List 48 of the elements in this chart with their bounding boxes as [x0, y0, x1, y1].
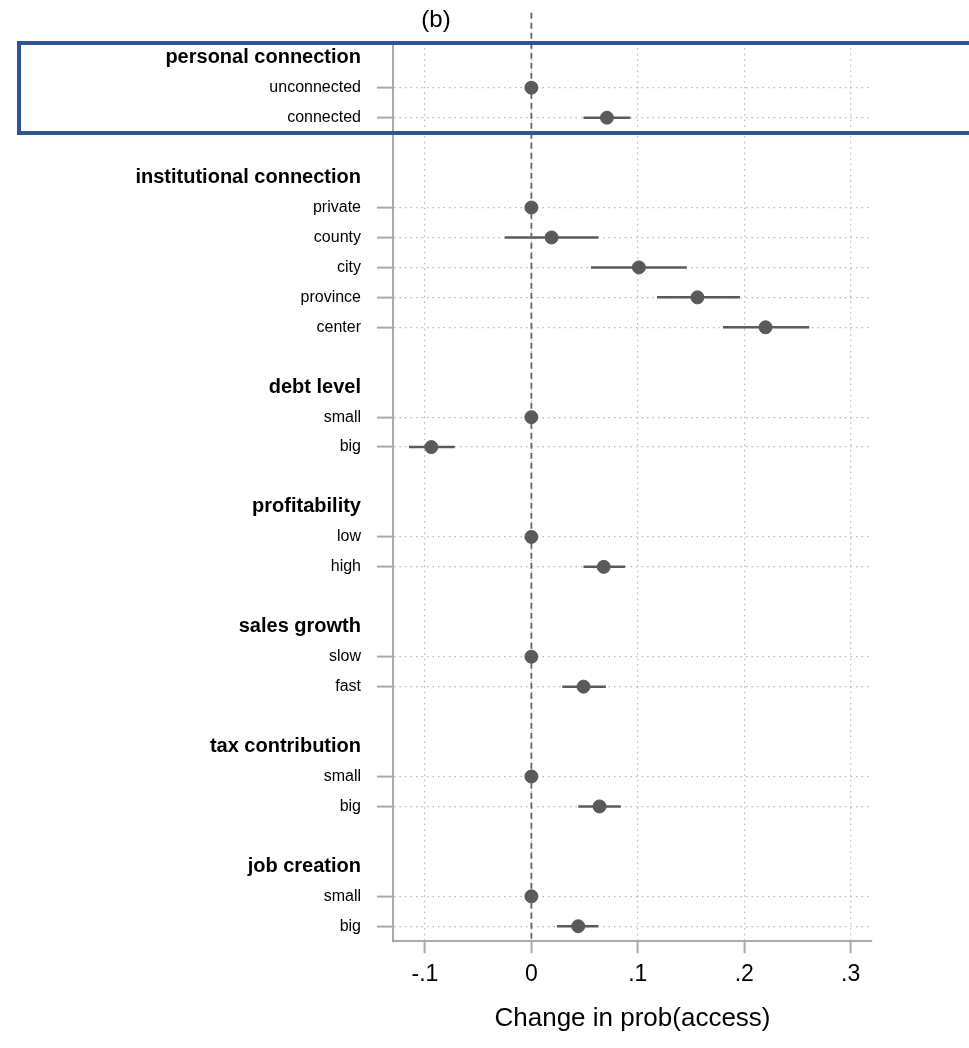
- y-tick-label: low: [336, 527, 362, 545]
- y-tick-label: sales growth: [238, 614, 361, 637]
- point: [424, 440, 439, 455]
- x-tick-label: -.1: [411, 960, 439, 987]
- y-tick-label: center: [316, 317, 362, 335]
- point: [576, 679, 591, 694]
- y-tick-label: tax contribution: [209, 734, 361, 757]
- y-tick-label: personal connection: [165, 45, 361, 68]
- y-tick-label: city: [337, 257, 361, 275]
- y-tick-label: job creation: [246, 853, 361, 876]
- point: [599, 110, 614, 125]
- y-tick-label: slow: [328, 647, 362, 665]
- y-tick-label: private: [312, 197, 362, 215]
- point: [596, 559, 611, 574]
- x-tick-label: .2: [734, 960, 754, 987]
- point: [524, 889, 539, 904]
- point: [571, 919, 586, 934]
- y-tick-label: unconnected: [269, 78, 361, 96]
- y-tick-label: fast: [335, 677, 362, 695]
- point: [524, 649, 539, 664]
- y-tick-label: big: [339, 437, 361, 455]
- x-tick-label: 0: [524, 960, 538, 987]
- y-tick-label: big: [339, 796, 361, 814]
- y-tick-label: small: [323, 766, 361, 784]
- y-tick-label: small: [323, 407, 361, 425]
- x-axis-title: Change in prob(access): [494, 1001, 771, 1032]
- point: [524, 769, 539, 784]
- point: [524, 80, 539, 95]
- point: [524, 529, 539, 544]
- y-tick-label: connected: [287, 108, 361, 126]
- y-tick-label: institutional connection: [135, 165, 361, 188]
- point: [592, 799, 607, 814]
- chart-title: (b): [421, 5, 451, 33]
- y-tick-label: big: [339, 916, 361, 934]
- y-tick-label: debt level: [268, 374, 361, 397]
- point: [524, 200, 539, 215]
- y-tick-label: profitability: [252, 494, 362, 517]
- point: [758, 320, 773, 335]
- y-tick-label: small: [323, 886, 361, 904]
- y-tick-label: high: [330, 557, 361, 575]
- point: [631, 260, 646, 275]
- point: [690, 290, 705, 305]
- point: [544, 230, 559, 245]
- x-tick-label: .1: [628, 960, 648, 987]
- y-tick-label: county: [313, 227, 361, 245]
- point: [524, 410, 539, 425]
- y-tick-label: province: [300, 287, 362, 305]
- x-tick-label: .3: [841, 960, 861, 987]
